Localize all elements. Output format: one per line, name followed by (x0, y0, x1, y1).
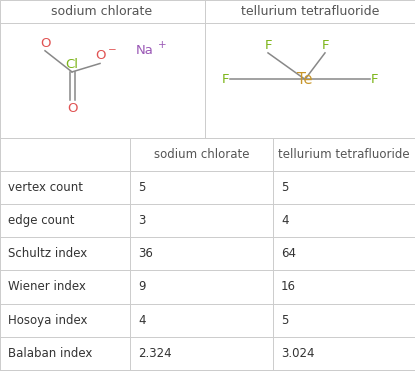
Text: F: F (264, 39, 272, 52)
Text: sodium chlorate: sodium chlorate (51, 5, 153, 18)
Text: 2.324: 2.324 (138, 347, 172, 360)
Text: 5: 5 (281, 181, 288, 194)
Text: sodium chlorate: sodium chlorate (154, 147, 249, 160)
Text: Hosoya index: Hosoya index (8, 314, 88, 327)
Text: 5: 5 (138, 181, 145, 194)
Text: 3.024: 3.024 (281, 347, 315, 360)
Text: F: F (321, 39, 329, 52)
Text: tellurium tetrafluoride: tellurium tetrafluoride (241, 5, 379, 18)
Text: O: O (95, 49, 105, 62)
Text: O: O (67, 102, 77, 115)
Text: 64: 64 (281, 247, 296, 260)
Text: −: − (108, 45, 117, 55)
Text: 16: 16 (281, 280, 296, 293)
Text: edge count: edge count (8, 214, 75, 227)
Text: Te: Te (297, 72, 313, 87)
Text: tellurium tetrafluoride: tellurium tetrafluoride (278, 147, 410, 160)
Text: Na: Na (136, 44, 154, 57)
Text: Balaban index: Balaban index (8, 347, 93, 360)
Text: 4: 4 (138, 314, 146, 327)
Text: vertex count: vertex count (8, 181, 83, 194)
Text: 9: 9 (138, 280, 146, 293)
Text: 4: 4 (281, 214, 288, 227)
Text: O: O (40, 37, 50, 50)
Text: +: + (158, 40, 167, 50)
Text: Cl: Cl (66, 58, 78, 71)
Text: 36: 36 (138, 247, 153, 260)
Text: F: F (222, 73, 229, 86)
Text: F: F (371, 73, 378, 86)
Text: 3: 3 (138, 214, 145, 227)
Text: 5: 5 (281, 314, 288, 327)
Text: Schultz index: Schultz index (8, 247, 87, 260)
Text: Wiener index: Wiener index (8, 280, 86, 293)
